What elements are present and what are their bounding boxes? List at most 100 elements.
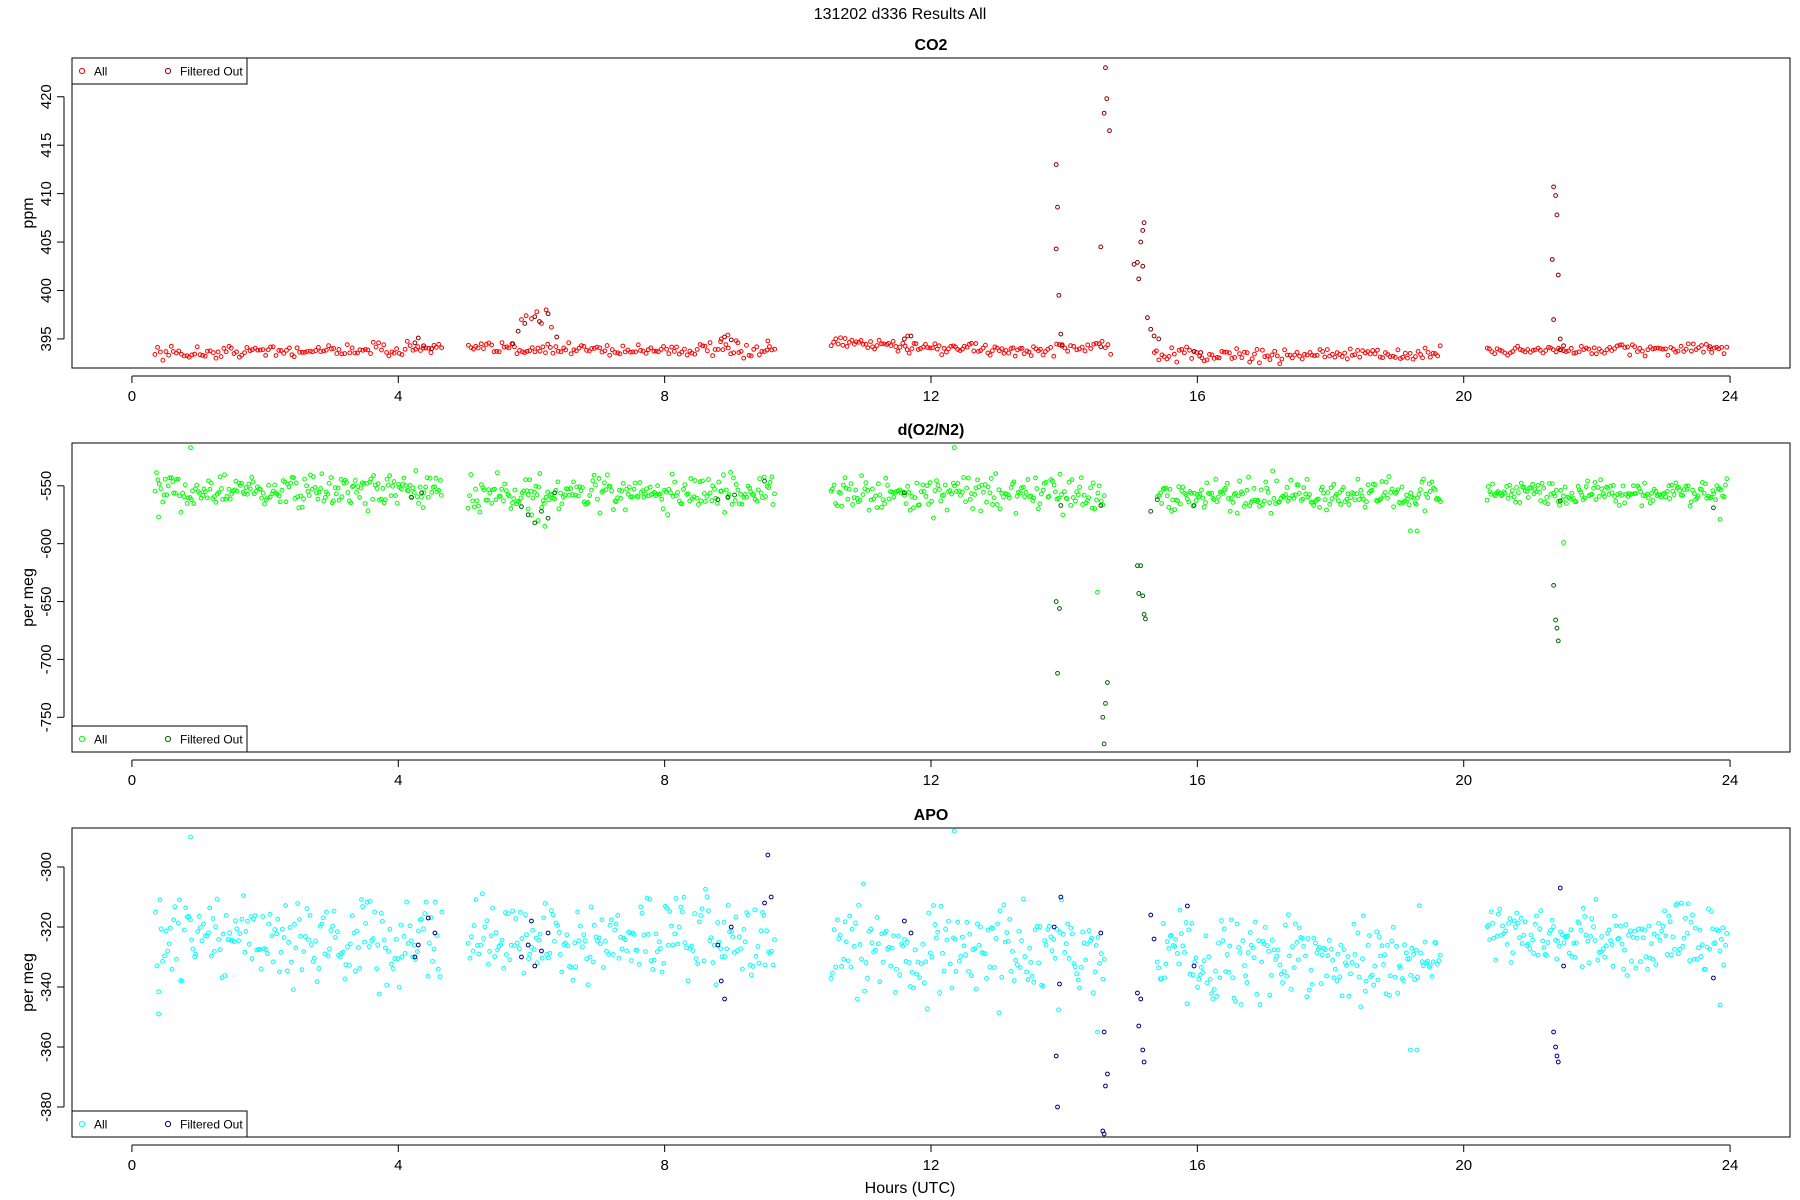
apo-point-all [1056, 1007, 1061, 1013]
co2-point-filtered [1557, 347, 1563, 352]
o2-point-all [523, 477, 528, 483]
co2-point-filtered [1549, 257, 1555, 262]
apo-point-all [279, 926, 285, 932]
apo-point-all [565, 943, 571, 949]
co2-point-all [840, 342, 846, 348]
co2-point-all [339, 351, 345, 357]
co2-y-tick-label: 400 [38, 278, 55, 303]
apo-point-all [874, 914, 880, 920]
o2-point-all [1377, 497, 1382, 503]
co2-point-all [260, 347, 266, 353]
apo-point-all [1553, 937, 1558, 943]
apo-point-all [1203, 933, 1209, 939]
apo-point-all [252, 913, 258, 919]
apo-point-all [1534, 913, 1539, 919]
apo-point-all [1183, 920, 1189, 925]
apo-point-all [320, 915, 326, 921]
apo-point-all [263, 947, 269, 953]
apo-point-all [1654, 933, 1660, 939]
apo-point-all [1511, 918, 1517, 924]
o2-point-all [1418, 487, 1423, 493]
co2-point-all [1586, 346, 1592, 352]
apo-point-filtered [529, 918, 534, 924]
o2-point-all [1240, 491, 1245, 497]
apo-point-all [828, 976, 834, 981]
co2-point-all [524, 348, 530, 354]
co2-point-all [1201, 358, 1207, 364]
o2-point-all [204, 495, 210, 501]
apo-legend-label: All [94, 1118, 107, 1132]
apo-point-all [1578, 927, 1584, 933]
co2-point-all [1660, 346, 1666, 352]
o2-point-all [1183, 492, 1189, 498]
o2-point-all [489, 500, 495, 506]
co2-point-filtered [429, 346, 434, 352]
apo-point-all [695, 961, 701, 967]
o2-point-filtered [762, 478, 767, 484]
o2-point-all [1398, 501, 1404, 506]
o2-point-all [393, 493, 399, 498]
apo-point-all [653, 931, 659, 937]
o2-point-filtered [1100, 714, 1106, 720]
apo-point-all [278, 949, 284, 955]
co2-point-all [946, 346, 951, 352]
co2-point-all [1294, 349, 1300, 355]
o2-point-all [1408, 490, 1414, 496]
o2-point-all [1413, 501, 1419, 507]
co2-point-all [1571, 350, 1577, 356]
o2-point-all [754, 498, 760, 504]
o2-point-all [1638, 489, 1643, 495]
o2-point-all [934, 478, 939, 484]
apo-point-all [366, 944, 372, 949]
o2-point-all [876, 481, 881, 487]
co2-point-filtered [515, 328, 521, 334]
apo-point-all [1651, 931, 1657, 937]
o2-point-all [521, 488, 527, 494]
apo-point-all [690, 948, 696, 954]
apo-point-all [698, 913, 704, 918]
apo-point-all [612, 927, 618, 933]
o2-point-all [921, 489, 927, 494]
apo-point-all [1696, 945, 1701, 951]
o2-point-all [877, 492, 883, 498]
co2-point-all [291, 354, 297, 360]
o2-point-all [1204, 480, 1210, 486]
o2-point-all [380, 485, 386, 491]
apo-point-filtered [1101, 1131, 1107, 1137]
apo-point-all [924, 1006, 930, 1012]
apo-point-all [1403, 950, 1409, 956]
apo-point-all [1679, 900, 1684, 906]
o2-point-all [1090, 480, 1096, 486]
o2-x-tick-label: 20 [1455, 772, 1472, 789]
apo-point-all [1557, 943, 1562, 949]
co2-point-all [948, 343, 954, 349]
apo-point-all [1595, 957, 1601, 963]
apo-point-all [738, 946, 744, 952]
apo-point-all [322, 951, 328, 957]
co2-point-all [895, 348, 901, 354]
co2-point-filtered [1056, 292, 1062, 298]
co2-point-all [1062, 345, 1068, 351]
o2-point-all [1273, 501, 1278, 506]
co2-point-all [163, 349, 169, 354]
apo-point-all [333, 934, 338, 940]
co2-point-all [1699, 343, 1704, 348]
apo-point-all [556, 929, 562, 935]
apo-point-all [1657, 937, 1663, 943]
o2-point-all [1271, 496, 1277, 501]
co2-point-all [630, 349, 636, 355]
apo-point-all [1324, 973, 1329, 979]
co2-point-all [913, 341, 919, 347]
apo-point-filtered [1561, 963, 1566, 969]
co2-point-all [858, 337, 864, 343]
apo-point-all [237, 931, 243, 936]
apo-point-all [904, 939, 910, 945]
apo-point-all [730, 934, 736, 940]
co2-point-all [494, 348, 500, 354]
co2-point-all [1655, 345, 1661, 351]
apo-point-all [647, 896, 653, 902]
apo-point-all [501, 965, 506, 971]
apo-point-all [906, 960, 912, 965]
o2-point-all [843, 485, 849, 491]
co2-point-filtered [1101, 110, 1107, 116]
